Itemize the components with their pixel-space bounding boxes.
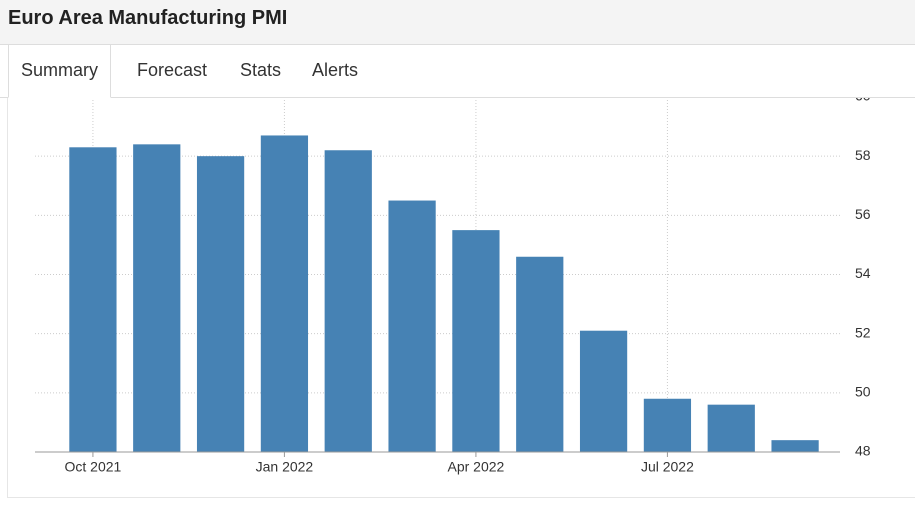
x-tick-label: Oct 2021: [65, 459, 122, 475]
y-tick-label: 56: [855, 206, 871, 222]
bar: [260, 135, 309, 453]
y-tick-label: 52: [855, 324, 871, 340]
bar: [643, 398, 692, 452]
x-tick-label: Jan 2022: [256, 459, 314, 475]
bar: [69, 147, 117, 452]
tab-bar: Summary Forecast Stats Alerts: [0, 45, 915, 98]
x-tick-label: Apr 2022: [448, 459, 505, 475]
tab[interactable]: Forecast: [137, 60, 208, 80]
x-tick-label: Jul 2022: [641, 459, 694, 475]
bar: [133, 144, 181, 453]
content-panel: [7, 97, 915, 498]
y-tick-label: 54: [855, 265, 871, 281]
y-tick-label: 50: [855, 384, 871, 400]
tab[interactable]: Alerts: [312, 60, 359, 80]
bar: [452, 230, 500, 452]
bar: [324, 150, 372, 452]
y-tick-label: 58: [855, 147, 871, 163]
header: Euro Area Manufacturing PMI: [0, 0, 915, 45]
bar: [196, 156, 245, 452]
bar: [579, 330, 628, 452]
bar: [516, 256, 564, 452]
tab[interactable]: Stats: [240, 60, 282, 80]
bar: [707, 404, 755, 452]
bar: [771, 440, 819, 452]
y-tick-label: 48: [855, 443, 871, 459]
tab[interactable]: Summary: [8, 45, 112, 98]
bar: [388, 200, 436, 452]
page-title: Euro Area Manufacturing PMI: [8, 7, 288, 29]
